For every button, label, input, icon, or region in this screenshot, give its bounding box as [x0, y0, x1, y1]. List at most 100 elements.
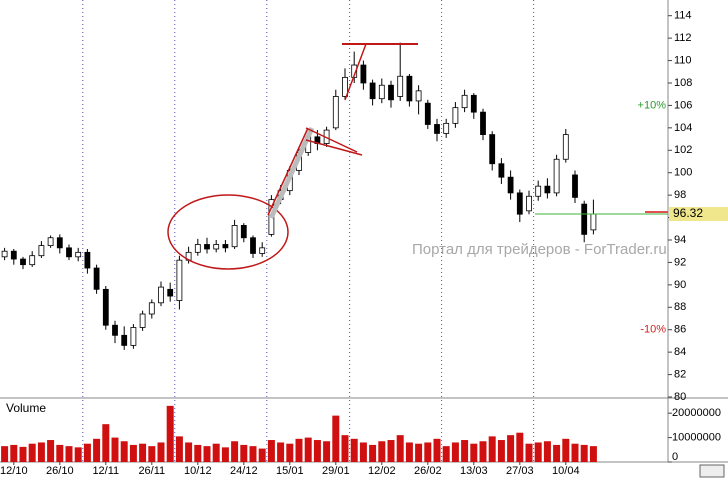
- volume-bar: [516, 432, 524, 462]
- candle-body: [167, 288, 174, 297]
- y-tick-label: 106: [674, 99, 692, 111]
- candle-body: [590, 213, 597, 231]
- candle-body: [231, 225, 238, 248]
- volume-bar: [507, 435, 515, 462]
- volume-bar: [221, 447, 229, 462]
- volume-bar: [295, 438, 303, 462]
- volume-bar: [212, 443, 220, 462]
- volume-bar: [451, 442, 459, 462]
- volume-bar: [93, 438, 101, 462]
- volume-bar: [267, 440, 275, 462]
- candle-body: [526, 195, 532, 212]
- y-tick-label: 20000000: [672, 407, 721, 419]
- candle-body: [10, 250, 17, 260]
- volume-bar: [525, 443, 533, 462]
- y-tick-label: 0: [672, 451, 678, 463]
- x-tick-label: 15/01: [276, 465, 304, 477]
- candle-body: [507, 176, 514, 194]
- y-tick-label: 88: [674, 301, 686, 313]
- volume-bar: [553, 444, 561, 462]
- volume-bar: [378, 441, 386, 462]
- candle-body: [443, 122, 450, 134]
- candle-body: [240, 225, 247, 239]
- volume-bar: [1, 446, 9, 462]
- y-tick-label: 94: [674, 234, 686, 246]
- volume-bar: [534, 442, 542, 462]
- icon[interactable]: [699, 464, 725, 478]
- candle-body: [66, 247, 72, 258]
- volume-bar: [313, 440, 321, 462]
- volume-bar: [543, 441, 551, 462]
- trend-line-2: [344, 43, 367, 101]
- volume-bar: [350, 438, 358, 462]
- volume-bar: [194, 444, 202, 462]
- candle-body: [158, 286, 164, 304]
- volume-bar: [589, 446, 597, 462]
- candle-body: [360, 64, 367, 84]
- y-tick-label: 80: [674, 391, 686, 403]
- y-tick-label: 100: [674, 167, 692, 179]
- y-tick-label: 112: [674, 32, 692, 44]
- last-price-box: [669, 206, 728, 221]
- volume-bar: [203, 446, 211, 462]
- candle-body: [213, 244, 220, 250]
- volume-bar: [332, 415, 340, 462]
- trend-shadow: [268, 126, 315, 220]
- candle-body: [415, 90, 422, 102]
- candle-body: [29, 255, 36, 266]
- candle-body: [148, 302, 155, 315]
- candle-body: [75, 251, 82, 258]
- volume-bar: [387, 440, 395, 462]
- volume-bar: [323, 441, 331, 462]
- candle-body: [47, 237, 54, 247]
- candle-body: [1, 250, 8, 258]
- volume-bar: [571, 443, 579, 462]
- volume-bar: [231, 441, 239, 462]
- x-tick-label: 26/02: [414, 465, 442, 477]
- candle-body: [332, 96, 339, 129]
- volume-bar: [433, 438, 441, 462]
- y-tick-label: 90: [674, 279, 686, 291]
- percent-annotation: +10%: [638, 99, 667, 111]
- volume-bar: [102, 424, 110, 462]
- candle-body: [369, 82, 376, 100]
- volume-bar: [341, 435, 349, 462]
- candle-body: [406, 75, 413, 102]
- volume-bar: [405, 442, 413, 462]
- candle-body: [56, 237, 63, 249]
- x-tick-label: 12/11: [92, 465, 119, 477]
- volume-bar: [47, 440, 55, 462]
- volume-bar: [240, 444, 248, 462]
- y-tick-label: 92: [674, 256, 686, 268]
- candle-body: [378, 84, 385, 100]
- volume-bar: [580, 444, 588, 462]
- candle-body: [480, 111, 486, 135]
- candle-body: [535, 185, 542, 197]
- candle-body: [20, 258, 26, 266]
- percent-annotation: -10%: [640, 324, 666, 336]
- volume-bar: [166, 405, 174, 462]
- volume-bar: [277, 442, 285, 462]
- candle-body: [516, 192, 523, 215]
- volume-bar: [83, 443, 91, 462]
- x-tick-label: 27/03: [506, 465, 534, 477]
- y-tick-label: 114: [674, 10, 692, 22]
- candle-body: [562, 134, 569, 160]
- volume-bar: [249, 446, 257, 462]
- candle-body: [553, 158, 560, 194]
- candle-body: [452, 107, 459, 124]
- volume-bar: [37, 442, 45, 462]
- volume-bar: [286, 443, 294, 462]
- candle-body: [498, 163, 505, 178]
- volume-bar: [65, 446, 73, 462]
- volume-bar: [28, 443, 36, 462]
- y-tick-label: 86: [674, 324, 686, 336]
- candle-body: [222, 244, 229, 249]
- volume-bar: [139, 443, 147, 462]
- volume-bar: [74, 447, 82, 462]
- volume-bar: [424, 442, 432, 462]
- y-tick-label: 110: [674, 54, 692, 66]
- volume-bar: [497, 440, 505, 462]
- candle-body: [84, 251, 91, 269]
